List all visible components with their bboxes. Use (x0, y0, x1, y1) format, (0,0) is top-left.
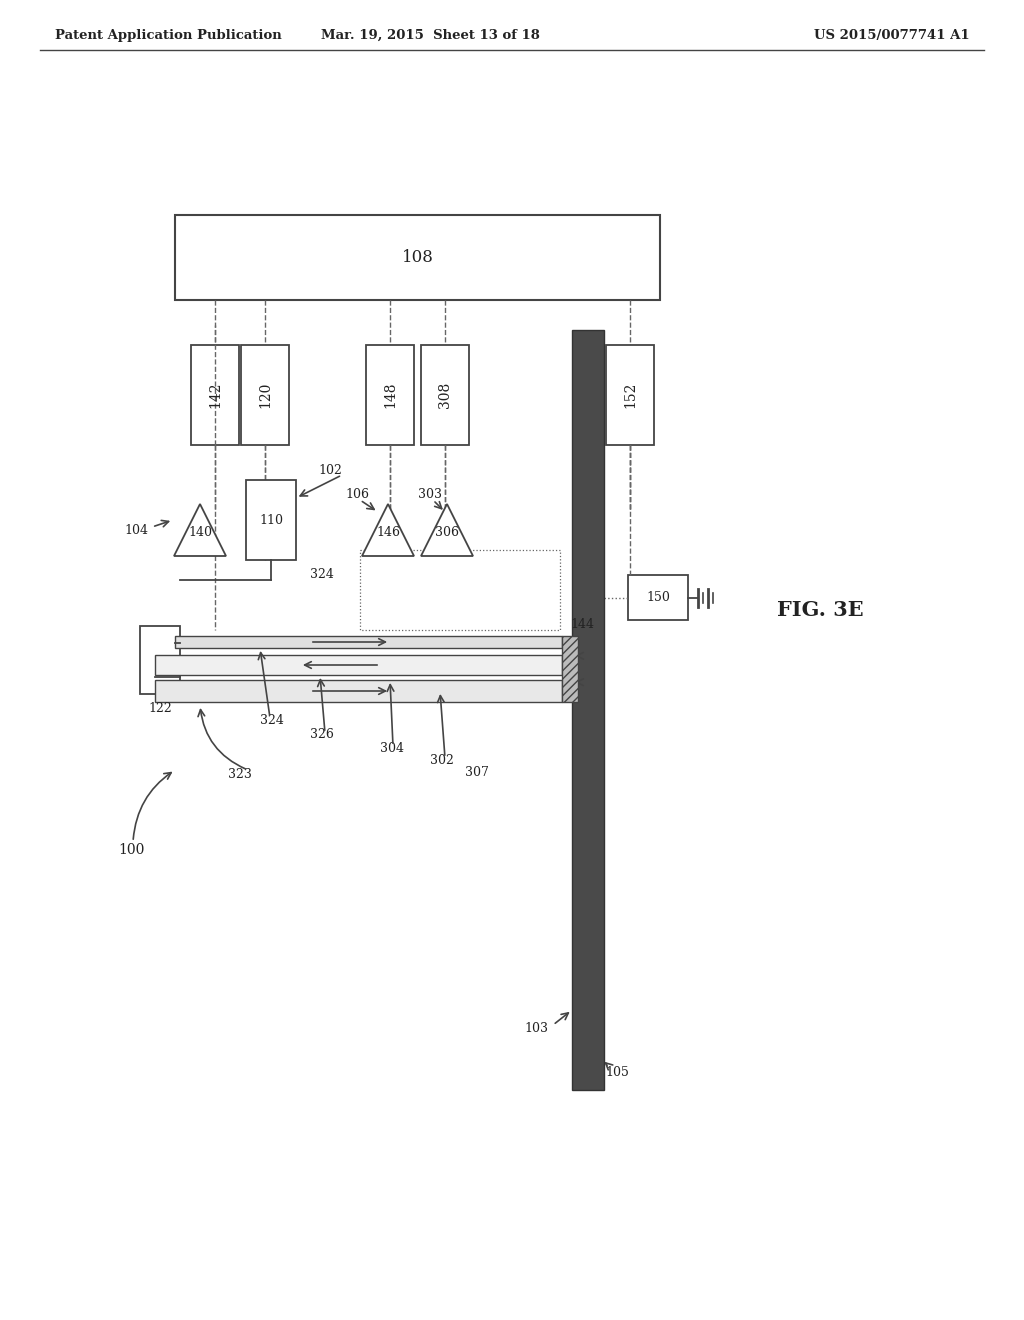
Text: 100: 100 (118, 843, 144, 857)
Bar (628, 576, 688, 620)
Polygon shape (174, 504, 226, 556)
Text: 307: 307 (465, 766, 488, 779)
Text: 108: 108 (401, 249, 433, 267)
Text: 120: 120 (258, 381, 272, 408)
Bar (191, 345, 239, 445)
Bar (572, 330, 604, 1090)
Bar (421, 345, 469, 445)
Text: 106: 106 (345, 488, 369, 502)
Text: 303: 303 (418, 488, 442, 502)
Text: 103: 103 (524, 1022, 548, 1035)
Bar (175, 215, 660, 300)
Text: US 2015/0077741 A1: US 2015/0077741 A1 (814, 29, 970, 41)
Text: 308: 308 (438, 381, 452, 408)
Text: 122: 122 (148, 702, 172, 715)
Text: 324: 324 (310, 569, 334, 582)
Text: 102: 102 (318, 463, 342, 477)
Text: 105: 105 (605, 1065, 629, 1078)
Bar (155, 655, 562, 675)
Text: 306: 306 (435, 525, 459, 539)
Bar (246, 480, 296, 560)
Bar (155, 680, 562, 702)
Text: 110: 110 (259, 513, 283, 527)
Text: 140: 140 (188, 525, 212, 539)
Polygon shape (421, 504, 473, 556)
Text: FIG. 3E: FIG. 3E (776, 601, 863, 620)
Bar (175, 636, 562, 648)
Text: 152: 152 (623, 381, 637, 408)
Text: Patent Application Publication: Patent Application Publication (55, 29, 282, 41)
Bar (241, 345, 289, 445)
Text: 150: 150 (646, 591, 670, 605)
Text: 302: 302 (430, 754, 454, 767)
Bar (140, 626, 180, 694)
Text: 148: 148 (383, 381, 397, 408)
Bar (606, 345, 654, 445)
Text: 323: 323 (228, 768, 252, 781)
Text: 142: 142 (208, 381, 222, 408)
Text: 146: 146 (376, 525, 400, 539)
Text: 326: 326 (310, 729, 334, 742)
Polygon shape (362, 504, 414, 556)
Bar (366, 345, 414, 445)
Text: 324: 324 (260, 714, 284, 726)
Text: 104: 104 (124, 524, 148, 536)
Text: 304: 304 (380, 742, 404, 755)
Bar (562, 636, 578, 702)
Text: 144: 144 (570, 618, 594, 631)
Text: Mar. 19, 2015  Sheet 13 of 18: Mar. 19, 2015 Sheet 13 of 18 (321, 29, 540, 41)
